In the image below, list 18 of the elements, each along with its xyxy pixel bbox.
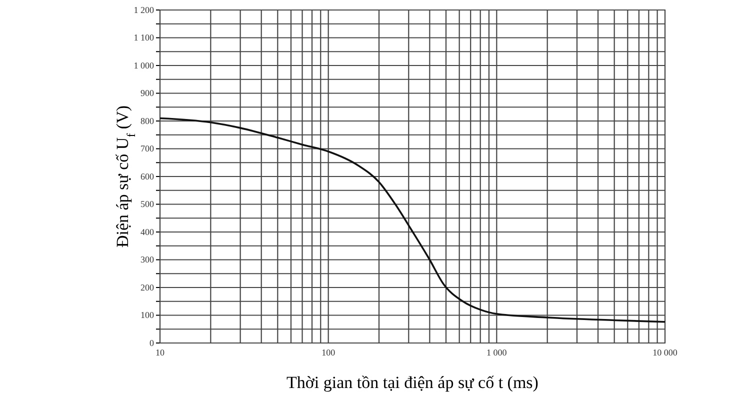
y-tick-label: 1 000 (134, 60, 154, 70)
x-tick-label: 10 (156, 347, 165, 358)
y-tick-label: 1 200 (134, 4, 154, 15)
y-tick-label: 1 100 (134, 32, 154, 43)
x-tick-label: 100 (322, 347, 336, 358)
y-tick-label: 400 (140, 226, 154, 237)
y-tick-label: 200 (140, 282, 154, 292)
x-axis-title: Thời gian tồn tại điện áp sự cố t (ms) (286, 373, 538, 392)
y-tick-label: 500 (140, 199, 154, 210)
y-tick-label: 100 (140, 310, 154, 320)
y-tick-label: 700 (140, 144, 154, 154)
y-tick-label: 600 (140, 171, 154, 182)
y-tick-label: 0 (150, 338, 154, 348)
y-tick-label: 300 (140, 254, 154, 265)
y-tick-label: 900 (140, 88, 154, 98)
x-tick-label: 1 000 (486, 347, 508, 358)
x-tick-label: 10 000 (652, 347, 678, 358)
y-tick-label: 800 (140, 116, 154, 126)
